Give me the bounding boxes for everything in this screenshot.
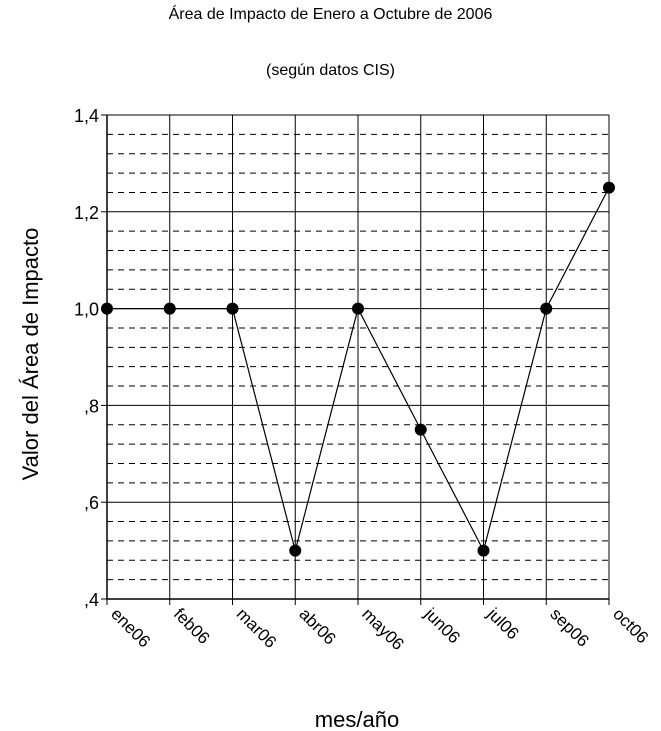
- data-point: [540, 302, 553, 315]
- y-tick-label: 1,2: [74, 203, 99, 223]
- y-tick-labels: ,4 ,6 ,8 1,0 1,2 1,4: [74, 106, 99, 610]
- y-tick-label: 1,0: [74, 300, 99, 320]
- chart-subtitle: (según datos CIS): [266, 62, 395, 79]
- data-point: [101, 302, 113, 315]
- y-axis-label: Valor del Área de Impacto: [18, 228, 43, 481]
- x-tick-label: mar06: [233, 604, 281, 652]
- x-tick-label: jul06: [483, 604, 523, 644]
- chart-title: Área de Impacto de Enero a Octubre de 20…: [168, 6, 493, 23]
- data-point: [603, 181, 615, 194]
- data-point: [289, 544, 302, 557]
- x-axis-label: mes/año: [315, 707, 399, 731]
- x-tick-label: may06: [358, 604, 408, 654]
- y-tick-label: 1,4: [74, 106, 99, 126]
- series: [101, 181, 615, 557]
- data-point: [163, 302, 176, 315]
- y-tick-label: ,6: [84, 493, 99, 513]
- x-tick-label: oct06: [609, 604, 652, 647]
- x-tick-label: ene06: [107, 604, 154, 651]
- x-tick-labels: ene06 feb06 mar06 abr06 may06 jun06 jul06 sep06…: [107, 604, 652, 654]
- data-point: [226, 302, 239, 315]
- data-point: [414, 423, 427, 436]
- y-tick-label: ,4: [84, 590, 99, 610]
- x-tick-label: sep06: [546, 604, 592, 650]
- data-point: [352, 302, 364, 315]
- y-tick-label: ,8: [84, 396, 99, 416]
- data-point: [477, 544, 490, 557]
- x-tick-label: feb06: [170, 604, 214, 648]
- x-tick-label: jun06: [420, 604, 464, 648]
- x-tick-label: abr06: [295, 604, 339, 648]
